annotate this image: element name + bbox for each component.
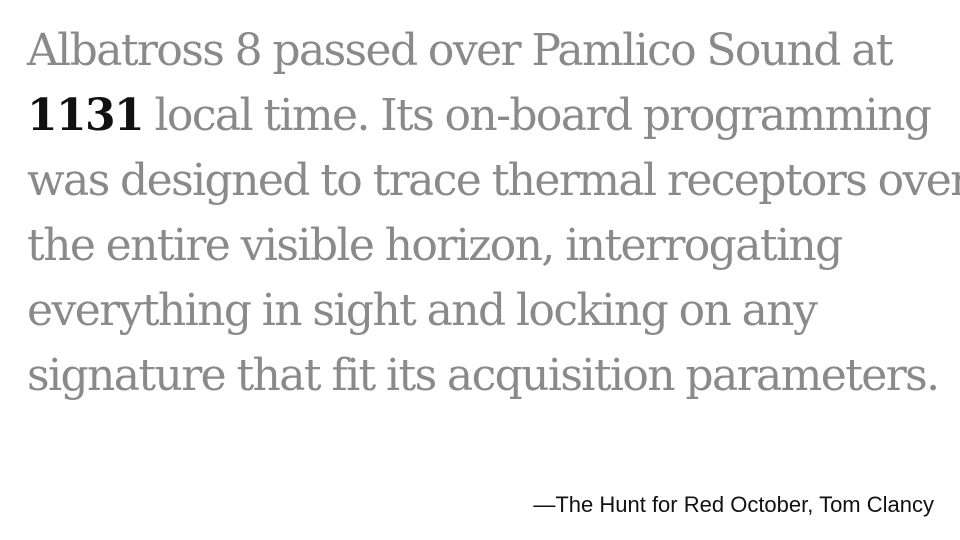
quote-line-4: the entire visible horizon, interrogatin…	[27, 220, 843, 271]
quote-line-3: was designed to trace thermal receptors …	[27, 155, 960, 206]
quote-line-5: everything in sight and locking on any	[27, 285, 818, 336]
attribution: —The Hunt for Red October, Tom Clancy	[533, 492, 934, 517]
quote-line-2: 1131 local time. Its on-board programmin…	[27, 83, 937, 148]
quote-line-1: Albatross 8 passed over Pamlico Sound at	[27, 25, 894, 76]
quote-line-6: signature that fit its acquisition param…	[27, 350, 940, 401]
quote-line-2-text: local time. Its on-board programming	[154, 90, 932, 141]
quote-text: Albatross 8 passed over Pamlico Sound at…	[27, 18, 960, 408]
highlighted-time: 1131	[27, 90, 145, 141]
